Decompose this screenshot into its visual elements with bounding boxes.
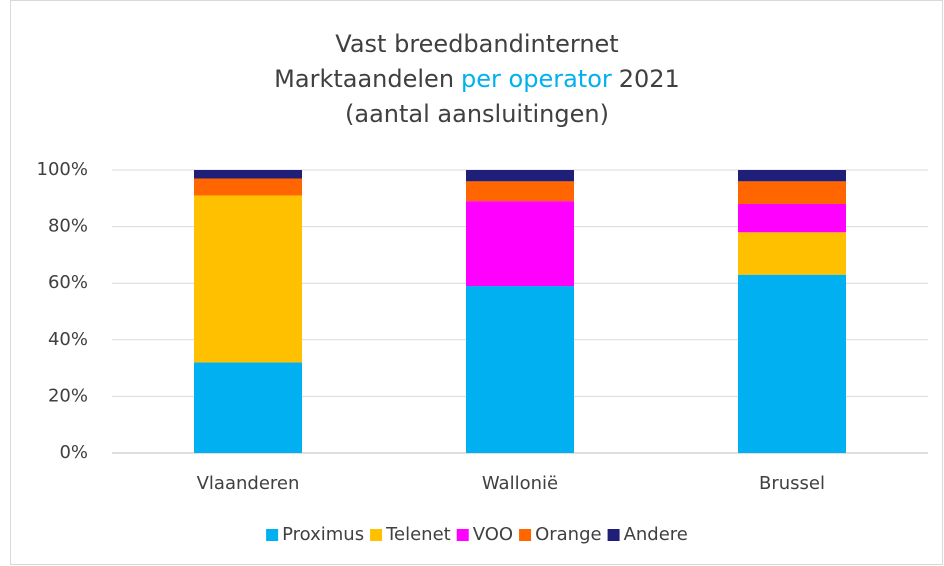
legend-label: Orange xyxy=(535,524,602,545)
y-tick-label: 80% xyxy=(48,216,88,237)
bar-segment xyxy=(466,170,574,182)
legend-swatch xyxy=(607,529,620,541)
legend-label: Proximus xyxy=(282,524,364,545)
bar-segment xyxy=(738,274,846,453)
y-tick-label: 20% xyxy=(48,385,88,406)
title-segment: 2021 xyxy=(619,65,680,93)
title-segment: (aantal aansluitingen) xyxy=(345,100,609,128)
bar-segment xyxy=(466,201,574,287)
legend-swatch xyxy=(370,529,383,541)
x-tick-label: Vlaanderen xyxy=(197,473,300,494)
title-segment: Vast breedbandinternet xyxy=(335,30,618,58)
y-tick-label: 0% xyxy=(59,442,88,463)
y-tick-label: 100% xyxy=(37,159,88,180)
title-segment: Marktaandelen xyxy=(274,65,454,93)
bar-segment xyxy=(466,181,574,202)
bar-segment xyxy=(738,181,846,204)
x-tick-label: Brussel xyxy=(759,473,825,494)
bar-segment xyxy=(194,178,302,196)
title-segment: per operator xyxy=(461,65,612,93)
bar-segment xyxy=(738,203,846,233)
y-tick-label: 60% xyxy=(48,272,88,293)
legend-item: Orange xyxy=(519,524,602,545)
chart-title: Vast breedbandinternet xyxy=(335,30,618,58)
x-tick-label: Wallonië xyxy=(482,473,558,494)
bar-segment xyxy=(194,195,302,363)
legend-swatch xyxy=(519,529,532,541)
chart-title: (aantal aansluitingen) xyxy=(345,100,609,128)
bar-segment xyxy=(466,286,574,453)
bar-segment xyxy=(194,362,302,453)
legend-swatch xyxy=(266,529,279,541)
legend-item: Andere xyxy=(607,524,688,545)
bar-segment xyxy=(194,170,302,179)
legend-item: Proximus xyxy=(266,524,364,545)
chart-title: Marktaandelen per operator 2021 xyxy=(274,65,680,93)
bar-segment xyxy=(738,170,846,182)
legend-item: Telenet xyxy=(370,524,451,545)
legend-item: VOO xyxy=(456,524,513,545)
y-tick-label: 40% xyxy=(48,329,88,350)
legend-label: VOO xyxy=(473,524,513,545)
legend-label: Andere xyxy=(624,524,688,545)
legend-swatch xyxy=(456,529,469,541)
bar-segment xyxy=(738,232,846,275)
legend-label: Telenet xyxy=(385,524,451,545)
